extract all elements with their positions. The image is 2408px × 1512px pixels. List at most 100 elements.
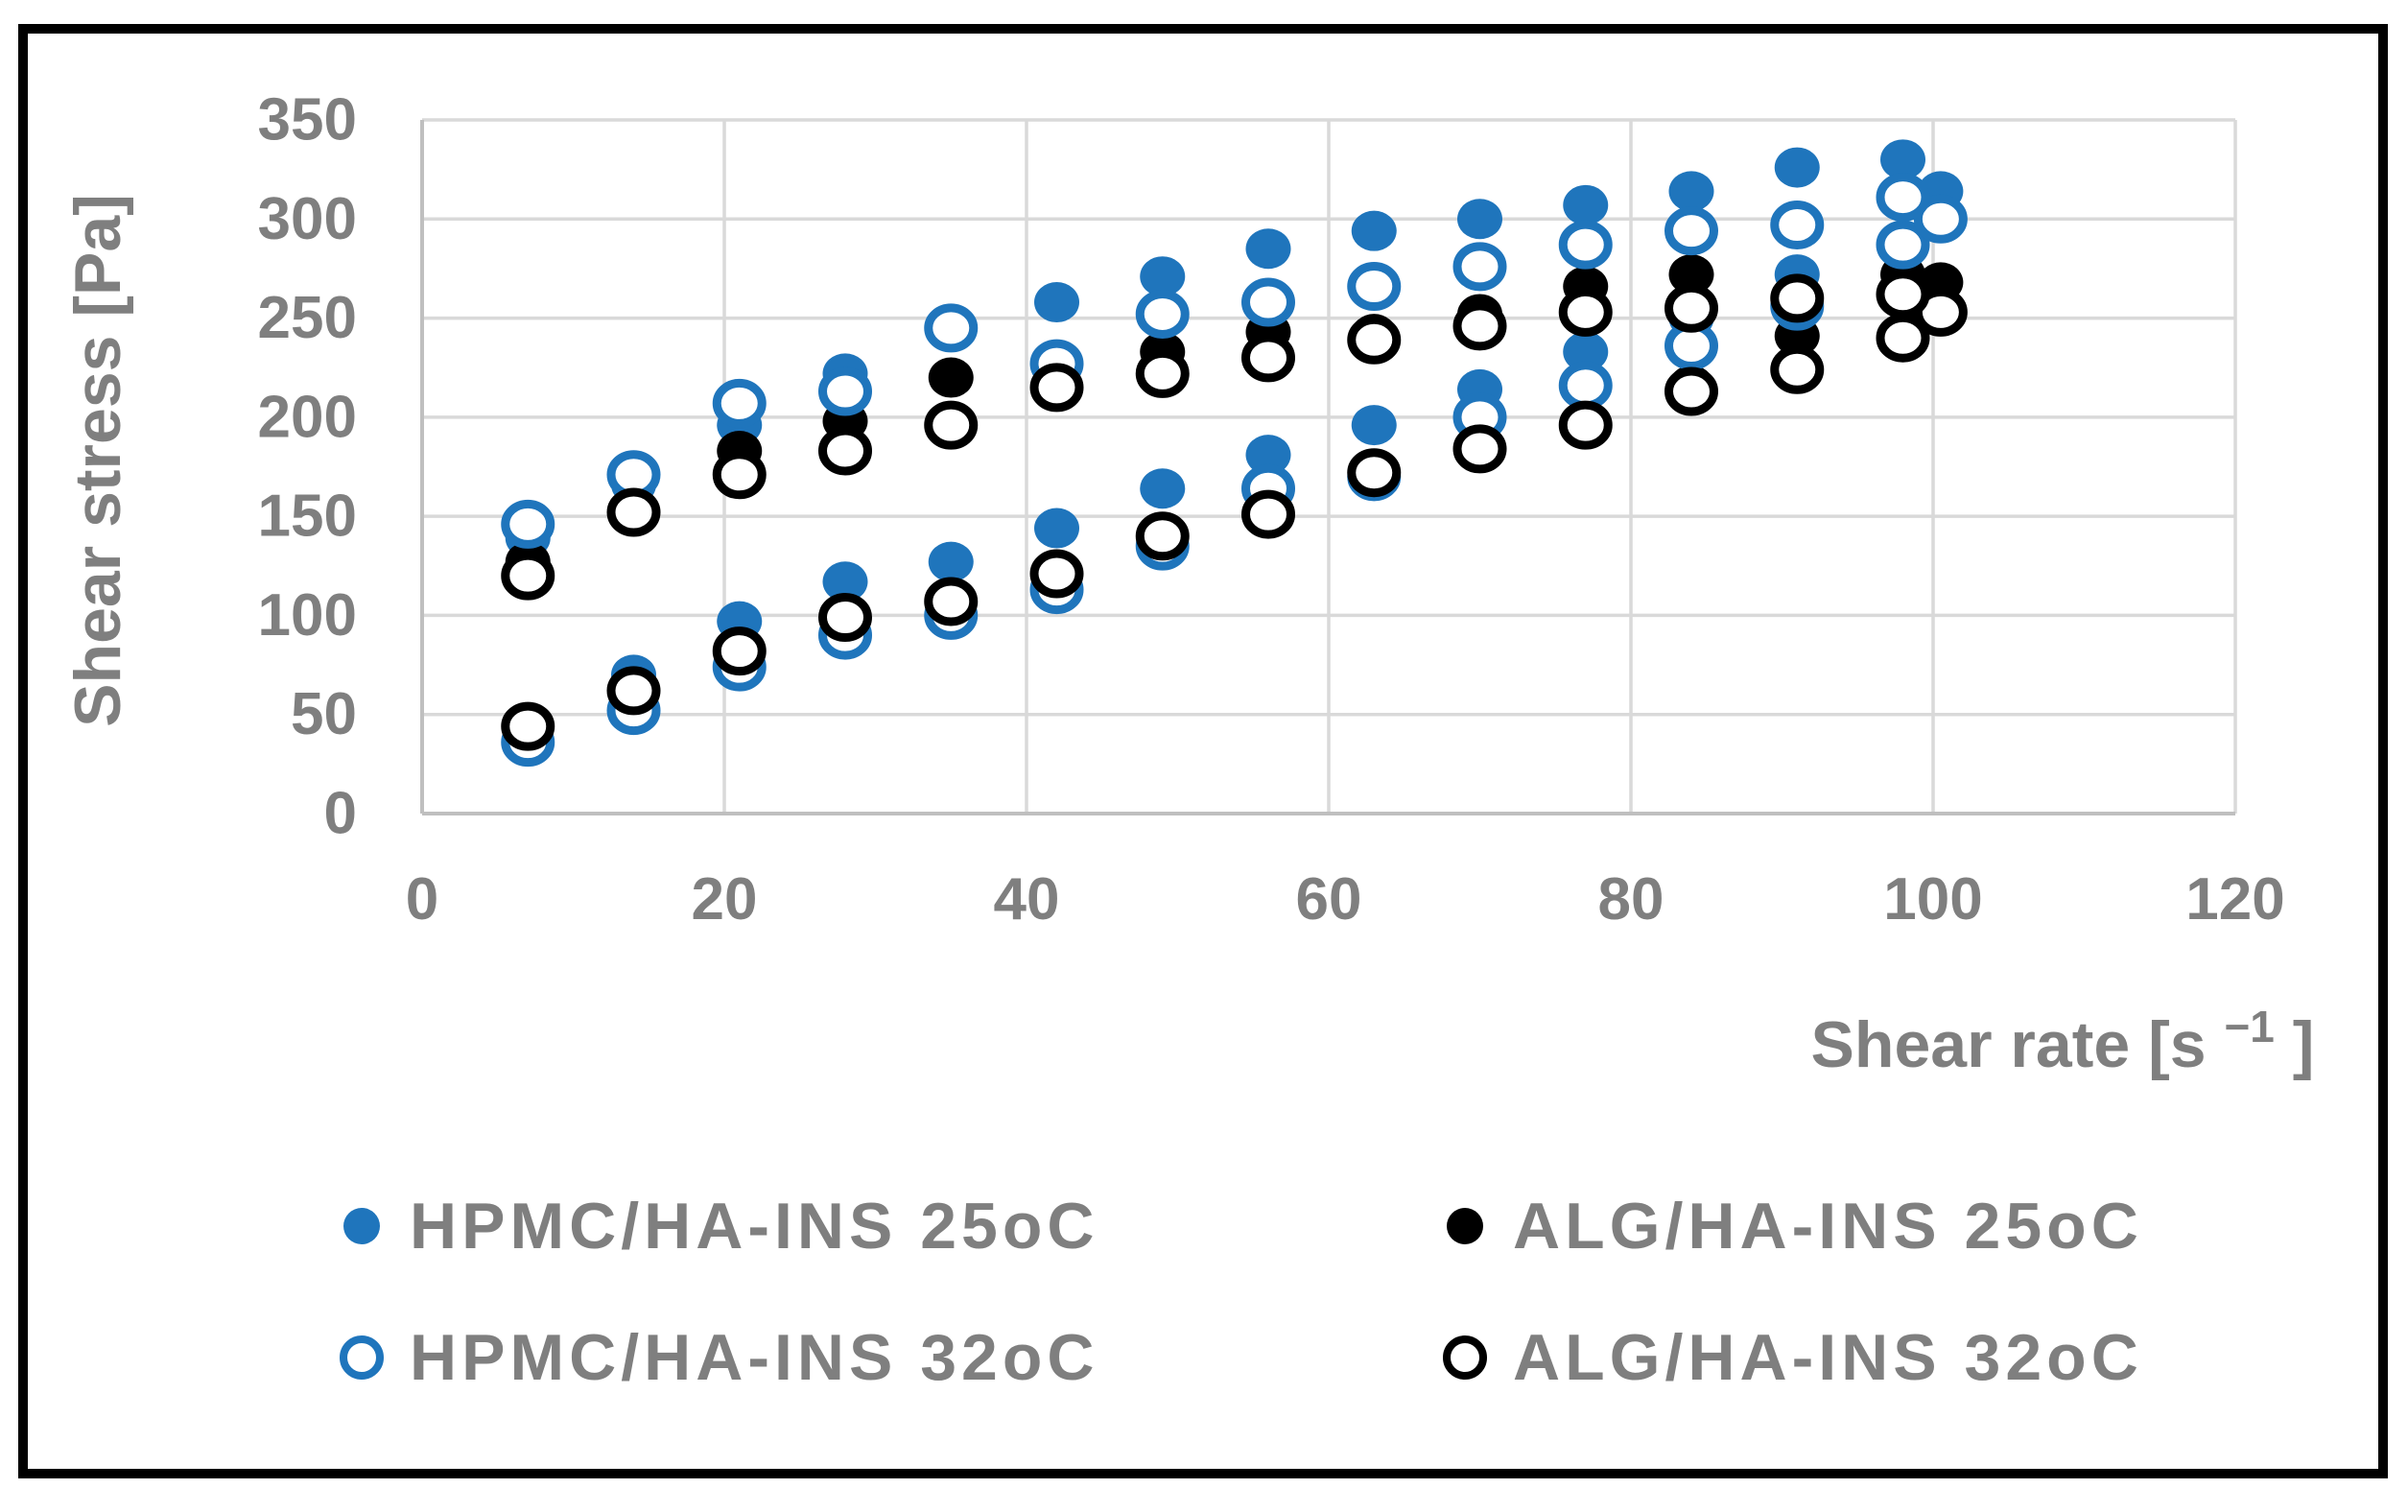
legend-label: ALG/HA-INS 25oC <box>1513 1190 2143 1263</box>
data-point-marker <box>924 303 979 353</box>
x-axis-title-main: Shear rate [s <box>1811 1008 2207 1081</box>
data-point-marker <box>1245 228 1291 270</box>
data-point-marker <box>1029 363 1084 413</box>
y-axis-tick-labels: 0 50 100 150 200 250 300 350 <box>258 87 357 847</box>
data-point-marker <box>1029 549 1084 599</box>
x-axis-tick-labels: 0 20 40 60 80 100 120 <box>406 866 2285 933</box>
data-point-marker <box>1351 405 1397 446</box>
x-tick-label: 20 <box>692 866 758 933</box>
data-point-marker <box>1668 171 1714 212</box>
data-point-marker <box>818 366 872 416</box>
y-tick-label: 200 <box>258 384 357 450</box>
data-point-marker <box>1876 270 1930 319</box>
y-tick-label: 100 <box>258 582 357 649</box>
data-point-marker <box>928 357 974 398</box>
data-point-marker <box>1241 277 1295 327</box>
legend-label: HPMC/HA-INS 32oC <box>410 1321 1099 1394</box>
axis-lines <box>420 120 2235 815</box>
data-point-marker <box>1347 448 1402 498</box>
data-point-marker <box>924 400 979 450</box>
data-point-marker <box>1558 400 1613 450</box>
data-point-marker <box>606 487 661 537</box>
series-alg-ha-ins-32oc <box>501 270 1968 751</box>
data-point-marker <box>1770 200 1825 249</box>
data-point-marker <box>822 561 868 602</box>
x-tick-label: 80 <box>1598 866 1664 933</box>
data-point-marker <box>1140 256 1186 297</box>
y-tick-label: 300 <box>258 186 357 252</box>
data-point-marker <box>501 551 555 601</box>
x-axis-title: Shear rate [s −1 ] <box>1811 983 2315 1081</box>
data-point-marker <box>1457 199 1502 240</box>
data-point-marker <box>1347 262 1402 312</box>
data-series-layer <box>501 139 1968 768</box>
data-point-marker <box>1558 361 1613 411</box>
legend-item-hpmc-ha-ins-32oc: HPMC/HA-INS 32oC <box>340 1321 1099 1394</box>
data-point-marker <box>606 666 661 716</box>
data-point-marker <box>928 541 974 582</box>
data-point-marker <box>1034 508 1079 549</box>
data-point-marker <box>1034 282 1079 323</box>
data-point-marker <box>1563 184 1609 225</box>
y-tick-label: 0 <box>324 781 357 847</box>
data-point-marker <box>1351 210 1397 251</box>
x-tick-label: 100 <box>1883 866 1982 933</box>
x-tick-label: 0 <box>406 866 438 933</box>
data-point-marker <box>818 426 872 476</box>
x-axis-title-end: ] <box>2293 1008 2315 1081</box>
legend-item-alg-ha-ins-25oc: ALG/HA-INS 25oC <box>1447 1190 2143 1263</box>
data-point-marker <box>1668 254 1714 295</box>
data-point-marker <box>501 499 555 549</box>
data-point-marker <box>1135 289 1190 339</box>
data-point-marker <box>1241 333 1295 383</box>
data-point-marker <box>1135 511 1190 561</box>
open-circle-legend-icon <box>1443 1335 1487 1380</box>
data-point-marker <box>1558 220 1613 270</box>
x-tick-label: 40 <box>994 866 1060 933</box>
chart-legend: HPMC/HA-INS 25oC ALG/HA-INS 25oC HPMC/HA-I… <box>340 1190 2143 1394</box>
data-point-marker <box>1245 435 1291 476</box>
data-point-marker <box>1664 206 1718 256</box>
data-point-marker <box>1770 344 1825 394</box>
data-point-marker <box>924 577 979 626</box>
filled-circle-legend-icon <box>1447 1208 1483 1244</box>
open-circle-legend-icon <box>340 1335 384 1380</box>
x-tick-label: 60 <box>1296 866 1362 933</box>
data-point-marker <box>1664 366 1718 416</box>
data-point-marker <box>1880 139 1925 180</box>
data-point-marker <box>1913 194 1968 244</box>
data-point-marker <box>1876 173 1930 223</box>
legend-item-alg-ha-ins-32oc: ALG/HA-INS 32oC <box>1443 1321 2138 1394</box>
data-point-marker <box>1347 315 1402 365</box>
x-tick-label: 120 <box>2185 866 2284 933</box>
data-point-marker <box>501 701 555 751</box>
y-tick-label: 50 <box>291 681 357 747</box>
data-point-marker <box>1241 489 1295 539</box>
y-tick-label: 350 <box>258 87 357 154</box>
data-point-marker <box>712 626 767 676</box>
x-axis-title-superscript: −1 <box>2224 1002 2274 1051</box>
legend-item-hpmc-ha-ins-25oc: HPMC/HA-INS 25oC <box>343 1190 1099 1263</box>
y-axis-title: Shear stress [Pa] <box>61 194 134 727</box>
data-point-marker <box>818 592 872 642</box>
y-tick-label: 250 <box>258 285 357 351</box>
filled-circle-legend-icon <box>343 1208 380 1244</box>
data-point-marker <box>1558 287 1613 337</box>
data-point-marker <box>1140 468 1186 509</box>
data-point-marker <box>712 450 767 500</box>
legend-label: HPMC/HA-INS 25oC <box>410 1190 1099 1263</box>
data-point-marker <box>1774 147 1820 188</box>
figure-border <box>18 24 2388 1478</box>
data-point-marker <box>1664 283 1718 333</box>
data-point-marker <box>1876 220 1930 270</box>
data-point-marker <box>1452 242 1507 292</box>
data-point-marker <box>1135 348 1190 398</box>
y-tick-label: 150 <box>258 484 357 550</box>
data-point-marker <box>712 378 767 428</box>
data-point-marker <box>1452 424 1507 474</box>
data-point-marker <box>1770 273 1825 323</box>
data-point-marker <box>1563 331 1609 372</box>
